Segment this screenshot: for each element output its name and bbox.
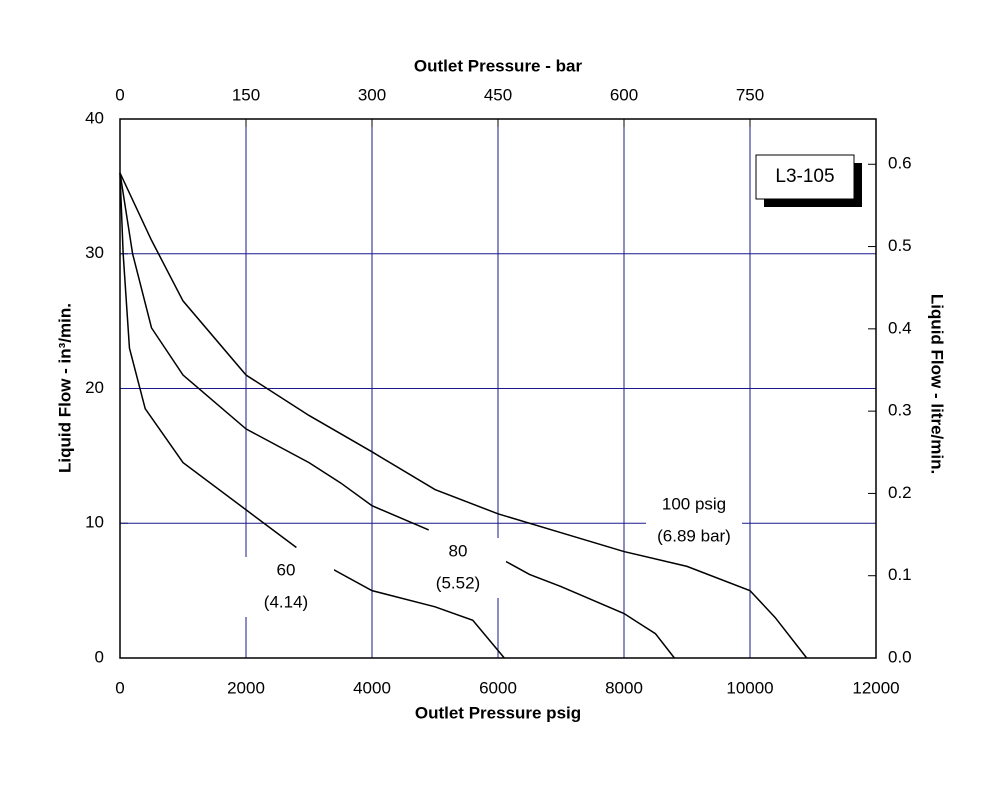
y2-tick-label: 0.4 [888, 318, 912, 337]
x-axis-title: Outlet Pressure psig [415, 703, 581, 722]
y2-axis-title: Liquid Flow - litre/min. [928, 294, 947, 474]
x2-tick-label: 300 [358, 85, 386, 104]
x-tick-label: 12000 [852, 678, 899, 697]
x-tick-label: 6000 [479, 678, 517, 697]
series-sublabel: (4.14) [264, 592, 308, 611]
y2-tick-label: 0.5 [888, 236, 912, 255]
series-label: 60 [277, 560, 296, 579]
x2-tick-label: 150 [232, 85, 260, 104]
y2-tick-label: 0.1 [888, 565, 912, 584]
x-tick-label: 10000 [726, 678, 773, 697]
series-sublabel: (6.89 bar) [657, 526, 731, 545]
y-tick-label: 30 [85, 243, 104, 262]
y2-tick-label: 0.3 [888, 401, 912, 420]
y2-tick-label: 0.0 [888, 647, 912, 666]
x2-tick-label: 0 [115, 85, 124, 104]
plot-frame [119, 118, 877, 659]
y-tick-label: 10 [85, 513, 104, 532]
x-tick-label: 2000 [227, 678, 265, 697]
label-bg [646, 491, 742, 551]
y-tick-label: 40 [85, 108, 104, 127]
y2-tick-label: 0.2 [888, 483, 912, 502]
y2-tick-label: 0.6 [888, 154, 912, 173]
x-tick-label: 4000 [353, 678, 391, 697]
y-tick-label: 20 [85, 378, 104, 397]
x-tick-label: 8000 [605, 678, 643, 697]
label-bg [238, 557, 334, 617]
x2-tick-label: 450 [484, 85, 512, 104]
y-tick-label: 0 [95, 647, 104, 666]
series-label: 80 [449, 541, 468, 560]
x2-tick-label: 750 [736, 85, 764, 104]
label-bg [410, 538, 506, 598]
x2-axis-title: Outlet Pressure - bar [414, 56, 583, 75]
x-tick-label: 0 [115, 678, 124, 697]
annotation-box [755, 154, 855, 200]
series-line [119, 172, 808, 659]
series-line [119, 172, 505, 659]
series-label: 100 psig [662, 494, 726, 513]
series-line [119, 172, 675, 659]
annotation: L3-105 [775, 166, 834, 187]
x2-tick-label: 600 [610, 85, 638, 104]
series-sublabel: (5.52) [436, 573, 480, 592]
y-axis-title: Liquid Flow - in³/min. [55, 303, 74, 473]
